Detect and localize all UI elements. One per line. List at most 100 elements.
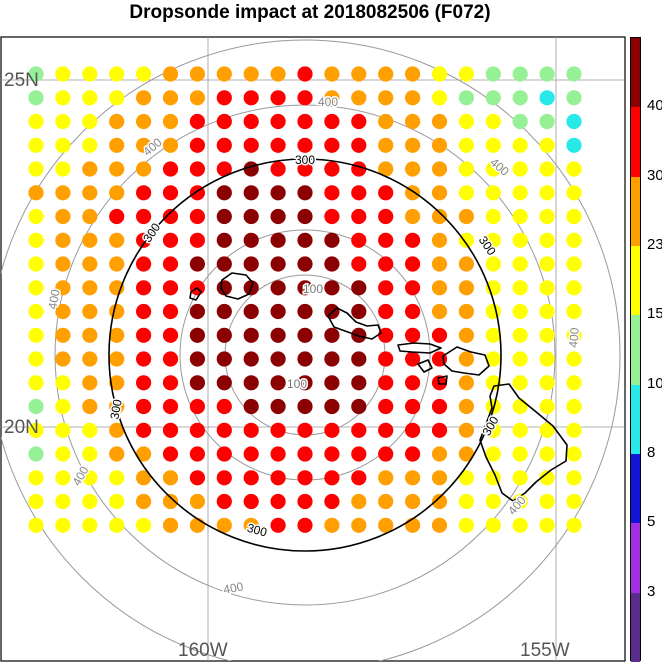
impact-dot [55, 422, 71, 438]
impact-dot [216, 375, 232, 391]
impact-dot [189, 493, 205, 510]
colorbar-segment [631, 454, 640, 524]
colorbar-label: 10 [647, 374, 662, 392]
impact-dot [539, 446, 555, 462]
impact-dot [485, 232, 501, 248]
contour-label-400: 400 [318, 95, 338, 109]
impact-dot [405, 351, 421, 367]
impact-dot [109, 375, 125, 391]
impact-dot [566, 185, 582, 201]
colorbar-label: 30 [647, 166, 662, 184]
impact-dot [136, 446, 152, 462]
impact-dot [297, 232, 313, 248]
impact-dot [431, 137, 448, 153]
impact-dot [55, 161, 71, 177]
impact-dot [216, 256, 232, 272]
impact-dot [136, 232, 152, 248]
impact-dot [109, 137, 125, 153]
impact-dot [136, 90, 152, 106]
island-lanai [417, 359, 433, 373]
lon-label-155w: 155W [520, 640, 570, 661]
impact-dot [539, 208, 555, 225]
impact-dot [162, 232, 179, 248]
impact-dot [405, 398, 421, 415]
impact-dot [162, 375, 179, 391]
impact-dot [378, 517, 394, 533]
impact-dot [109, 161, 125, 177]
impact-dot [324, 422, 340, 438]
impact-dot [82, 185, 98, 201]
impact-dot [351, 185, 367, 201]
impact-dot [431, 208, 448, 225]
impact-dot [405, 446, 421, 462]
impact-dot [243, 137, 259, 153]
impact-dot [189, 327, 205, 343]
impact-dot [82, 517, 98, 533]
impact-dot [351, 113, 367, 130]
impact-dot [378, 327, 394, 343]
impact-dot [539, 66, 555, 82]
impact-dot [297, 446, 313, 462]
impact-dot [512, 327, 528, 343]
impact-dot [324, 232, 340, 248]
impact-dot [109, 66, 125, 82]
contour-label-300: 300 [107, 398, 124, 420]
impact-dot [458, 90, 474, 106]
impact-dot [243, 90, 259, 106]
impact-dot [485, 303, 501, 320]
impact-dot [109, 470, 125, 486]
impact-dot [216, 351, 232, 367]
impact-dot [136, 66, 152, 82]
impact-dot [458, 327, 474, 343]
impact-dot [55, 375, 71, 391]
contour-label-100: 100 [287, 377, 307, 391]
impact-dot [405, 232, 421, 248]
impact-dot [28, 517, 44, 533]
impact-dot [539, 232, 555, 248]
impact-dot [351, 422, 367, 438]
impact-dot [189, 137, 205, 153]
impact-dot [55, 446, 71, 462]
impact-dot [512, 208, 528, 225]
impact-dot [431, 66, 448, 82]
impact-dot [162, 351, 179, 367]
impact-dot [512, 232, 528, 248]
impact-dot [109, 517, 125, 533]
impact-dot [512, 90, 528, 106]
impact-dot [55, 280, 71, 296]
impact-dot [136, 303, 152, 320]
impact-dot [189, 375, 205, 391]
impact-dot [297, 113, 313, 130]
impact-dot [243, 185, 259, 201]
contour-label-100: 100 [303, 282, 323, 296]
impact-dot [297, 280, 313, 296]
contour-label-400: 400 [45, 288, 62, 310]
impact-dot [566, 280, 582, 296]
impact-dot [324, 280, 340, 296]
impact-dot [539, 161, 555, 177]
impact-dot [378, 161, 394, 177]
impact-dot [431, 113, 448, 130]
impact-dot [109, 398, 125, 415]
impact-dot [270, 327, 286, 343]
impact-dot [189, 470, 205, 486]
impact-dot [270, 113, 286, 130]
impact-dot [566, 113, 582, 130]
impact-dot [109, 493, 125, 510]
impact-dot [539, 327, 555, 343]
impact-dot [566, 517, 582, 533]
impact-dot [28, 90, 44, 106]
impact-dot [109, 422, 125, 438]
ring-500 [1, 39, 621, 661]
impact-dot [82, 375, 98, 391]
impact-dot [243, 208, 259, 225]
impact-dot [458, 256, 474, 272]
impact-dot [82, 327, 98, 343]
impact-dot [270, 422, 286, 438]
island-coastlines [189, 272, 568, 502]
impact-dot [82, 66, 98, 82]
impact-dot [216, 280, 232, 296]
impact-dot [136, 185, 152, 201]
contour-label-300: 300 [246, 521, 269, 540]
impact-dot [162, 470, 179, 486]
